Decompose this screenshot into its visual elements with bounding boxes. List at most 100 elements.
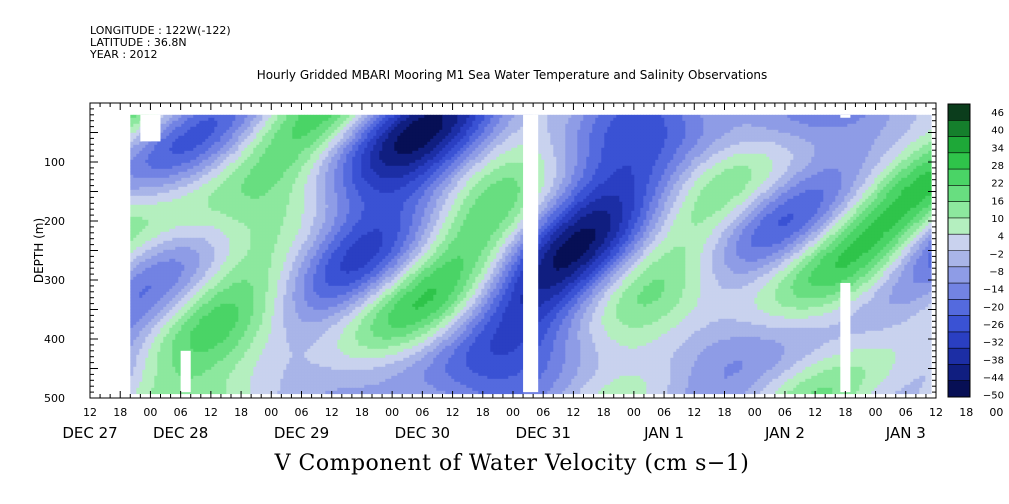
- heatmap-cell: [511, 147, 515, 152]
- heatmap-cell: [481, 126, 485, 131]
- heatmap-cell: [328, 126, 332, 131]
- heatmap-cell: [676, 159, 680, 164]
- heatmap-cell: [361, 141, 365, 146]
- heatmap-cell: [619, 168, 623, 173]
- heatmap-cell: [640, 138, 644, 143]
- heatmap-cell: [598, 132, 602, 137]
- heatmap-cell: [928, 114, 932, 119]
- heatmap-cell: [781, 153, 785, 158]
- heatmap-cell: [775, 150, 779, 155]
- heatmap-cell: [379, 141, 383, 146]
- heatmap-cell: [733, 132, 737, 137]
- heatmap-cell: [913, 147, 917, 152]
- heatmap-cell: [667, 141, 671, 146]
- heatmap-cell: [403, 153, 407, 158]
- heatmap-cell: [574, 144, 578, 149]
- heatmap-cell: [391, 123, 395, 128]
- heatmap-cell: [736, 165, 740, 170]
- heatmap-cell: [220, 129, 224, 134]
- heatmap-cell: [553, 129, 557, 134]
- heatmap-cell: [850, 159, 854, 164]
- heatmap-cell: [343, 150, 347, 155]
- heatmap-cell: [802, 150, 806, 155]
- heatmap-cell: [226, 132, 230, 137]
- heatmap-cell: [814, 138, 818, 143]
- heatmap-cell: [718, 147, 722, 152]
- heatmap-cell: [748, 159, 752, 164]
- heatmap-cell: [355, 132, 359, 137]
- heatmap-cell: [871, 135, 875, 140]
- heatmap-cell: [421, 120, 425, 125]
- heatmap-cell: [907, 126, 911, 131]
- heatmap-cell: [361, 156, 365, 161]
- heatmap-cell: [796, 129, 800, 134]
- heatmap-cell: [304, 126, 308, 131]
- heatmap-cell: [448, 138, 452, 143]
- heatmap-cell: [799, 141, 803, 146]
- heatmap-cell: [220, 117, 224, 122]
- heatmap-cell: [610, 156, 614, 161]
- heatmap-cell: [694, 159, 698, 164]
- heatmap-cell: [316, 129, 320, 134]
- heatmap-cell: [460, 135, 464, 140]
- heatmap-cell: [184, 138, 188, 143]
- heatmap-cell: [643, 117, 647, 122]
- heatmap-cell: [580, 147, 584, 152]
- heatmap-cell: [292, 147, 296, 152]
- heatmap-cell: [388, 114, 392, 119]
- heatmap-cell: [298, 153, 302, 158]
- heatmap-cell: [256, 138, 260, 143]
- heatmap-cell: [565, 135, 569, 140]
- heatmap-cell: [394, 114, 398, 119]
- heatmap-cell: [475, 150, 479, 155]
- heatmap-cell: [727, 126, 731, 131]
- heatmap-cell: [250, 168, 254, 173]
- heatmap-cell: [712, 123, 716, 128]
- heatmap-cell: [328, 135, 332, 140]
- heatmap-cell: [415, 159, 419, 164]
- heatmap-cell: [181, 147, 185, 152]
- heatmap-cell: [880, 114, 884, 119]
- heatmap-cell: [724, 153, 728, 158]
- heatmap-cell: [259, 150, 263, 155]
- heatmap-cell: [436, 150, 440, 155]
- heatmap-cell: [199, 141, 203, 146]
- heatmap-cell: [259, 147, 263, 152]
- heatmap-cell: [796, 120, 800, 125]
- heatmap-cell: [460, 129, 464, 134]
- heatmap-cell: [838, 129, 842, 134]
- heatmap-cell: [883, 132, 887, 137]
- heatmap-cell: [565, 120, 569, 125]
- heatmap-cell: [880, 162, 884, 167]
- heatmap-cell: [628, 117, 632, 122]
- heatmap-cell: [853, 165, 857, 170]
- heatmap-cell: [895, 159, 899, 164]
- heatmap-cell: [457, 135, 461, 140]
- heatmap-cell: [841, 129, 845, 134]
- heatmap-cell: [328, 123, 332, 128]
- heatmap-cell: [136, 141, 140, 146]
- heatmap-cell: [412, 117, 416, 122]
- heatmap-cell: [355, 141, 359, 146]
- heatmap-cell: [484, 129, 488, 134]
- heatmap-cell: [667, 147, 671, 152]
- heatmap-cell: [814, 114, 818, 119]
- heatmap-cell: [355, 120, 359, 125]
- heatmap-cell: [169, 135, 173, 140]
- heatmap-cell: [799, 147, 803, 152]
- heatmap-cell: [631, 156, 635, 161]
- heatmap-cell: [457, 165, 461, 170]
- heatmap-cell: [775, 165, 779, 170]
- heatmap-cell: [892, 144, 896, 149]
- heatmap-cell: [454, 159, 458, 164]
- heatmap-cell: [196, 147, 200, 152]
- heatmap-cell: [658, 138, 662, 143]
- heatmap-cell: [481, 135, 485, 140]
- heatmap-cell: [685, 120, 689, 125]
- heatmap-cell: [580, 150, 584, 155]
- heatmap-cell: [910, 120, 914, 125]
- heatmap-cell: [826, 114, 830, 119]
- heatmap-cell: [157, 144, 161, 149]
- heatmap-cell: [778, 132, 782, 137]
- heatmap-cell: [244, 120, 248, 125]
